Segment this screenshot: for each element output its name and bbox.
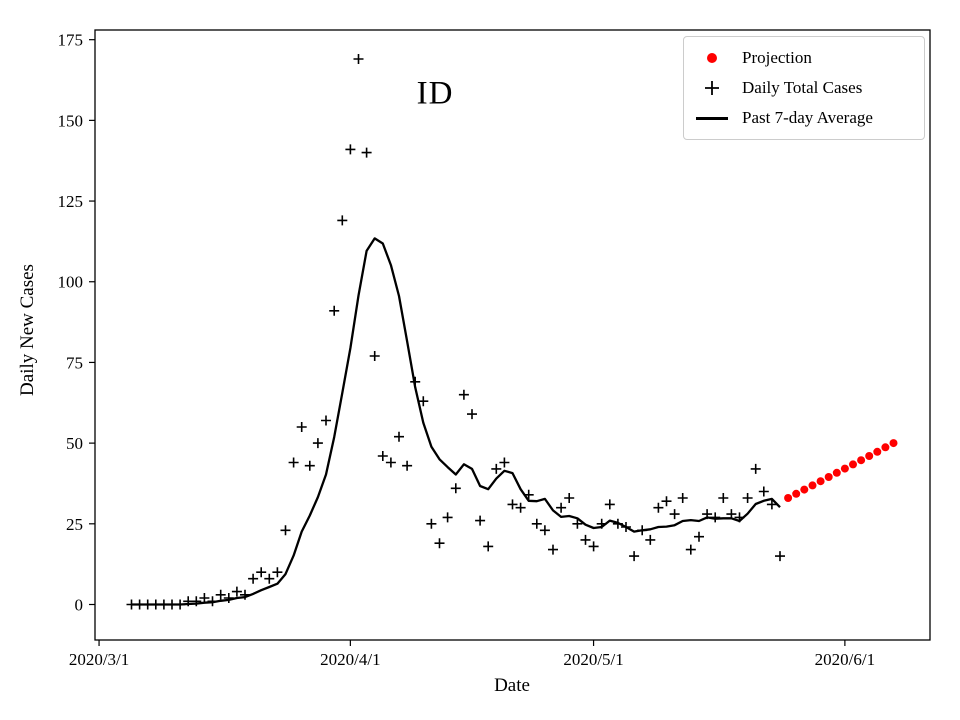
plot-frame xyxy=(94,29,931,641)
y-tick-label: 0 xyxy=(75,595,84,614)
projection-dot-icon xyxy=(694,53,730,63)
legend-label-projection: Projection xyxy=(742,48,812,67)
projection-dot xyxy=(832,468,841,477)
line-marker-icon xyxy=(694,116,730,120)
projection-dot xyxy=(800,485,809,494)
chart-title: ID xyxy=(416,75,454,112)
projection-dot xyxy=(889,439,898,448)
legend: Projection Daily Total Cases Past 7-day … xyxy=(683,36,925,140)
x-tick-label: 2020/3/1 xyxy=(69,650,129,669)
x-tick-label: 2020/4/1 xyxy=(320,650,380,669)
legend-item-projection: Projection xyxy=(690,43,918,73)
plus-marker-icon xyxy=(694,78,730,98)
projection-dot xyxy=(792,489,801,498)
daily-total-cases-markers xyxy=(126,54,785,610)
projection-dot xyxy=(873,447,882,456)
y-tick-label: 125 xyxy=(58,192,84,211)
y-axis-label: Daily New Cases xyxy=(17,264,38,396)
y-tick-label: 150 xyxy=(58,111,84,130)
projection-dot xyxy=(840,464,849,473)
projection-series xyxy=(784,439,898,502)
y-tick-label: 50 xyxy=(66,434,83,453)
y-tick-label: 25 xyxy=(66,515,83,534)
legend-item-daily-total-cases: Daily Total Cases xyxy=(690,73,918,103)
projection-dot xyxy=(849,460,857,469)
projection-dot xyxy=(808,481,817,490)
y-tick-label: 175 xyxy=(58,31,84,50)
legend-item-past-7day-average: Past 7-day Average xyxy=(690,103,918,133)
projection-dot xyxy=(784,494,793,502)
legend-label-past-7day-average: Past 7-day Average xyxy=(742,108,873,127)
legend-label-daily-total-cases: Daily Total Cases xyxy=(742,78,863,97)
y-tick-label: 75 xyxy=(66,353,83,372)
projection-dot xyxy=(865,452,874,460)
x-tick-label: 2020/6/1 xyxy=(815,650,875,669)
projection-dot xyxy=(857,456,866,465)
x-tick-label: 2020/5/1 xyxy=(563,650,623,669)
past-7day-average-line xyxy=(131,237,781,606)
projection-dot xyxy=(881,443,890,452)
projection-dot xyxy=(824,473,833,481)
y-tick-label: 100 xyxy=(58,273,84,292)
projection-dot xyxy=(816,477,825,486)
x-axis-label: Date xyxy=(494,675,530,696)
